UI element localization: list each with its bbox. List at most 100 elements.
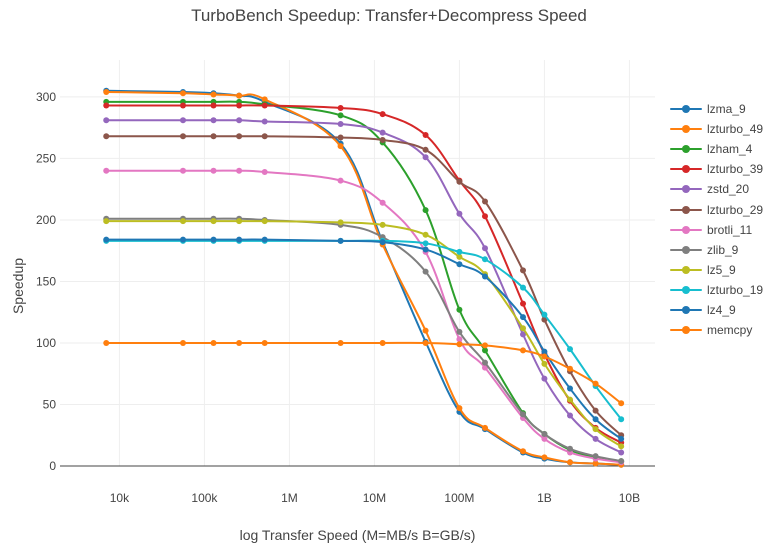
data-point bbox=[541, 435, 548, 442]
data-point bbox=[422, 240, 429, 247]
legend-label: zstd_20 bbox=[707, 182, 750, 197]
legend-item[interactable]: zstd_20 bbox=[668, 179, 763, 199]
data-point bbox=[456, 405, 463, 412]
data-point bbox=[236, 133, 243, 140]
data-point bbox=[541, 348, 548, 355]
x-tick-label: 100k bbox=[191, 491, 218, 505]
legend-label: brotli_11 bbox=[707, 222, 753, 237]
data-point bbox=[379, 136, 386, 143]
legend-item[interactable]: memcpy bbox=[668, 320, 763, 340]
series-lzturbo-29 bbox=[103, 133, 625, 439]
legend-swatch bbox=[668, 245, 704, 255]
legend-item[interactable]: lz5_9 bbox=[668, 260, 763, 280]
data-point bbox=[618, 416, 625, 423]
data-point bbox=[592, 426, 599, 433]
data-point bbox=[103, 88, 110, 95]
data-point bbox=[422, 132, 429, 139]
data-point bbox=[210, 167, 217, 174]
data-point bbox=[618, 435, 625, 442]
data-point bbox=[482, 347, 488, 354]
legend[interactable]: lzma_9 lzturbo_49 lzham_4 lzturbo_39 zstd_20… bbox=[668, 99, 763, 340]
data-point bbox=[482, 273, 488, 280]
data-point bbox=[210, 339, 217, 346]
data-point bbox=[337, 177, 344, 184]
data-point bbox=[236, 102, 243, 109]
data-point bbox=[567, 346, 573, 353]
data-point bbox=[541, 311, 548, 318]
series-lzturbo-19 bbox=[103, 237, 625, 423]
legend-item[interactable]: lzturbo_29 bbox=[668, 199, 763, 219]
data-point bbox=[592, 407, 599, 414]
data-point bbox=[379, 199, 386, 206]
data-point bbox=[210, 91, 217, 98]
legend-label: zlib_9 bbox=[707, 242, 739, 257]
data-point bbox=[236, 339, 243, 346]
data-point bbox=[456, 210, 463, 217]
data-point bbox=[261, 102, 268, 109]
series-zlib-9 bbox=[103, 215, 625, 465]
series-lzturbo-49 bbox=[103, 88, 625, 468]
legend-label: lz4_9 bbox=[707, 302, 736, 317]
data-point bbox=[567, 445, 573, 452]
data-point bbox=[520, 448, 527, 455]
series-line bbox=[106, 90, 622, 466]
data-point bbox=[456, 328, 463, 335]
data-point bbox=[456, 253, 463, 260]
data-point bbox=[236, 117, 243, 124]
data-point bbox=[482, 342, 488, 349]
legend-item[interactable]: zlib_9 bbox=[668, 240, 763, 260]
y-tick-label: 100 bbox=[36, 336, 56, 350]
y-tick-label: 0 bbox=[49, 459, 56, 473]
data-point bbox=[103, 218, 110, 225]
data-point bbox=[379, 129, 386, 136]
series-lines bbox=[103, 87, 625, 468]
legend-swatch bbox=[668, 124, 704, 134]
data-point bbox=[236, 167, 243, 174]
data-point bbox=[541, 454, 548, 461]
data-point bbox=[210, 117, 217, 124]
data-point bbox=[541, 353, 548, 360]
data-point bbox=[422, 146, 429, 153]
data-point bbox=[592, 460, 599, 467]
legend-item[interactable]: lz4_9 bbox=[668, 300, 763, 320]
data-point bbox=[422, 154, 429, 161]
legend-item[interactable]: lzturbo_39 bbox=[668, 159, 763, 179]
data-point bbox=[592, 435, 599, 442]
data-point bbox=[261, 96, 268, 103]
data-point bbox=[422, 268, 429, 275]
x-tick-label: 1M bbox=[281, 491, 298, 505]
data-point bbox=[422, 207, 429, 214]
data-point bbox=[337, 219, 344, 226]
series-zstd-20 bbox=[103, 117, 625, 456]
data-point bbox=[482, 245, 488, 252]
data-point bbox=[103, 133, 110, 140]
data-point bbox=[456, 261, 463, 268]
data-point bbox=[541, 360, 548, 367]
legend-label: lzma_9 bbox=[707, 102, 746, 117]
legend-item[interactable]: lzham_4 bbox=[668, 139, 763, 159]
data-point bbox=[422, 231, 429, 238]
data-point bbox=[337, 120, 344, 127]
data-point bbox=[337, 339, 344, 346]
data-point bbox=[337, 237, 344, 244]
legend-swatch bbox=[668, 225, 704, 235]
data-point bbox=[520, 331, 527, 338]
data-point bbox=[261, 168, 268, 175]
data-point bbox=[520, 314, 527, 321]
data-point bbox=[422, 246, 429, 253]
legend-item[interactable]: lzturbo_49 bbox=[668, 119, 763, 139]
legend-item[interactable]: lzturbo_19 bbox=[668, 280, 763, 300]
data-point bbox=[482, 424, 488, 431]
legend-item[interactable]: lzma_9 bbox=[668, 99, 763, 119]
data-point bbox=[520, 347, 527, 354]
data-point bbox=[180, 102, 187, 109]
series-lz4-9 bbox=[103, 236, 625, 442]
data-point bbox=[180, 218, 187, 225]
data-point bbox=[210, 133, 217, 140]
data-point bbox=[103, 102, 110, 109]
legend-item[interactable]: brotli_11 bbox=[668, 220, 763, 240]
series-lzma-9 bbox=[103, 87, 625, 468]
legend-label: lzham_4 bbox=[707, 142, 753, 157]
legend-label: lzturbo_49 bbox=[707, 122, 764, 137]
